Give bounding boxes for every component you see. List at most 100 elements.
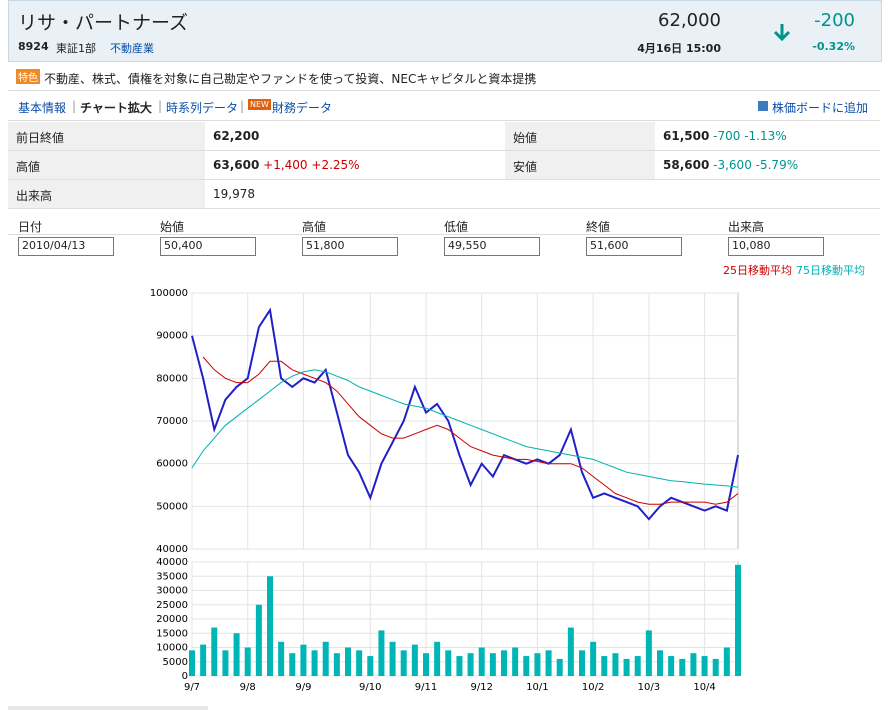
label: 前日終値 [8,122,205,151]
form-input[interactable]: 10,080 [728,237,824,256]
volume-bar [333,653,340,676]
feature-text: 不動産、株式、債権を対象に自己勘定やファンドを使って投資、NECキャピタルと資本… [44,72,537,86]
industry-link[interactable]: 不動産業 [110,42,154,55]
label: 出来高 [8,180,205,209]
volume-bar [679,658,686,676]
volume-bar [534,653,541,676]
y-tick-label: 15000 [156,628,188,639]
y-tick-label: 70000 [156,416,188,427]
volume-bar [267,576,273,676]
diff-pct: +2.25% [311,158,360,172]
volume-bar [645,630,652,676]
y-tick-label: 25000 [156,600,188,611]
volume-bar [278,641,285,676]
form-input[interactable]: 2010/04/13 [18,237,114,256]
datetime: 4月16日 15:00 [637,42,721,55]
board-link[interactable]: 株価ボードに追加 [772,101,869,115]
y-tick-label: 20000 [156,614,188,625]
diff: -3,600 [713,158,752,172]
volume-bar [612,653,619,676]
volume-bar [634,656,641,676]
volume-bar [289,653,296,676]
volume-bar [311,650,318,676]
company-name: リサ・パートナーズ [18,12,189,34]
feature-row [8,62,880,91]
volume-bar [735,564,741,676]
nav-link[interactable]: 財務データ [272,101,333,115]
form-header: 始値 [160,220,185,234]
volume-bar [367,656,374,676]
separator: | [158,99,163,113]
volume-bar [255,604,262,676]
volume-bar [567,627,574,676]
volume-bar [211,627,218,676]
volume-bar [411,644,418,676]
form-input[interactable]: 51,600 [586,237,682,256]
volume-bar [445,650,452,676]
change: -200 [814,10,855,31]
x-tick-label: 10/3 [638,682,660,693]
value-cell: 63,600 +1,400 +2.25% [205,151,505,180]
down-arrow [773,24,791,42]
x-tick-label: 9/12 [470,682,492,693]
volume-bar [378,630,385,676]
volume-bar [322,641,329,676]
value: 63,600 [213,158,260,172]
nav-link[interactable]: 基本情報 [18,101,67,115]
volume-bar [657,650,663,676]
volume-bar [200,644,207,676]
nav-current[interactable]: チャート拡大 [80,101,152,115]
volume-bar [668,656,675,676]
volume-bar [456,656,463,676]
label: 高値 [8,151,205,180]
volume-bar [400,650,407,676]
stock-code: 8924 [18,40,49,53]
value: 19,978 [205,180,880,209]
y-tick-label: 60000 [156,459,188,470]
diff: +1,400 [263,158,308,172]
volume-bar [712,658,719,676]
y-tick-label: 5000 [163,657,188,668]
label: 始値 [505,122,655,151]
series-line [191,369,739,488]
volume-bar [690,653,697,676]
value-cell: 61,500 -700 -1.13% [655,122,880,151]
form-input[interactable]: 49,550 [444,237,540,256]
new-badge: NEW [248,99,271,110]
x-tick-label: 10/2 [582,682,604,693]
x-tick-label: 9/9 [295,682,311,693]
volume-bar [723,647,730,676]
form-header: 出来高 [728,220,765,234]
volume-bar [545,650,552,676]
market: 東証1部 [56,42,96,55]
form-divider [8,234,880,235]
price: 62,000 [658,10,721,31]
label: 安値 [505,151,655,180]
form-input[interactable]: 50,400 [160,237,256,256]
form-header: 日付 [18,220,43,234]
legend-entry: 75日移動平均 [796,264,865,277]
volume-bar [579,650,585,676]
form-header: 高値 [302,220,327,234]
volume-bar [623,658,630,676]
value: 58,600 [663,158,710,172]
nav-link[interactable]: 時系列データ [166,101,239,115]
value-cell: 58,600 -3,600 -5.79% [655,151,880,180]
y-tick-label: 50000 [156,501,188,512]
volume-bar [512,647,519,676]
volume-bar [233,633,240,676]
volume-bar [434,641,441,676]
footer-tab [8,706,208,710]
volume-bar [467,653,474,676]
nav-row [8,92,880,121]
y-tick-label: 0 [182,671,188,682]
y-tick-label: 35000 [156,571,188,582]
y-tick-label: 10000 [156,643,188,654]
x-tick-label: 9/8 [240,682,256,693]
y-tick-label: 40000 [156,557,188,568]
volume-bar [590,641,597,676]
form-input[interactable]: 51,800 [302,237,398,256]
volume-bar [189,650,195,676]
x-tick-label: 10/1 [526,682,548,693]
